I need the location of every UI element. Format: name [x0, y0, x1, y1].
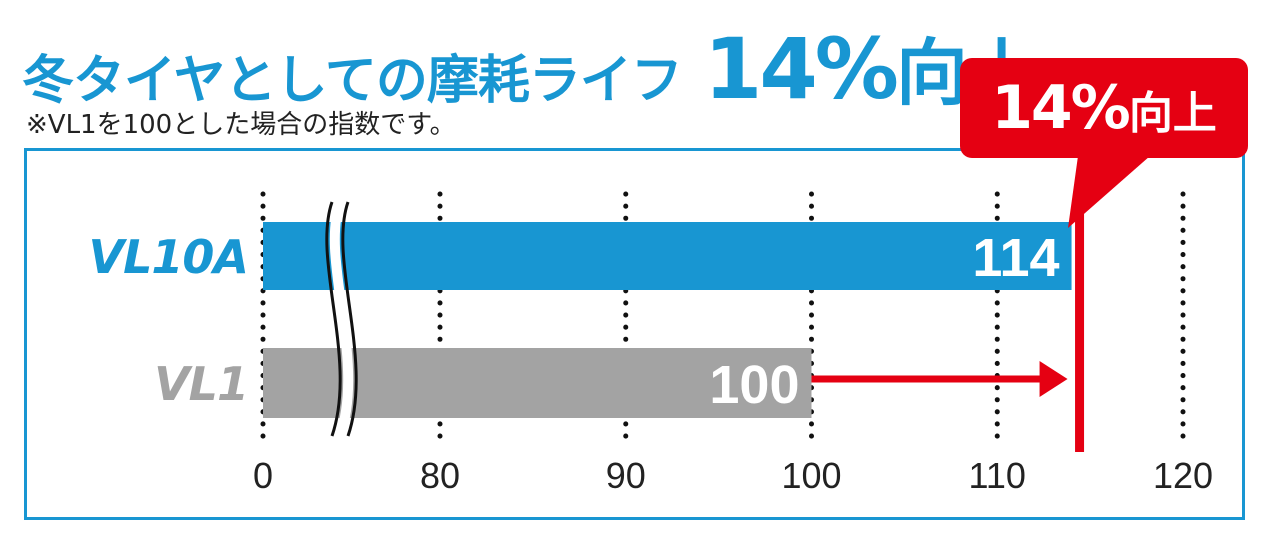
chart-frame	[24, 148, 1245, 520]
tick-label-120: 120	[1153, 455, 1213, 496]
tick-label-80: 80	[420, 455, 460, 496]
axis-break-gap	[329, 200, 354, 438]
callout-number: 14%	[991, 73, 1131, 143]
improvement-callout: 14%向上	[960, 58, 1248, 158]
tick-label-100: 100	[781, 455, 841, 496]
callout-text: 向上	[1128, 88, 1217, 139]
bar-value-label: 100	[709, 355, 799, 415]
bar-value-label: 114	[972, 228, 1059, 288]
improvement-arrow-head	[1039, 361, 1068, 397]
title-highlight-number: 14%	[703, 20, 899, 118]
tick-label-90: 90	[606, 455, 646, 496]
category-label: VL10A	[88, 230, 248, 284]
index-note: ※VL1を100とした場合の指数です。	[26, 110, 456, 140]
axis-break-line-2	[341, 201, 358, 437]
axis-break-line-1	[325, 201, 342, 437]
tick-label-110: 110	[969, 455, 1026, 496]
category-label: VL1	[154, 357, 248, 411]
bar-vl10a	[263, 222, 1072, 290]
title-text: 冬タイヤとしての摩耗ライフ	[22, 51, 683, 111]
tick-label-0: 0	[253, 455, 273, 496]
